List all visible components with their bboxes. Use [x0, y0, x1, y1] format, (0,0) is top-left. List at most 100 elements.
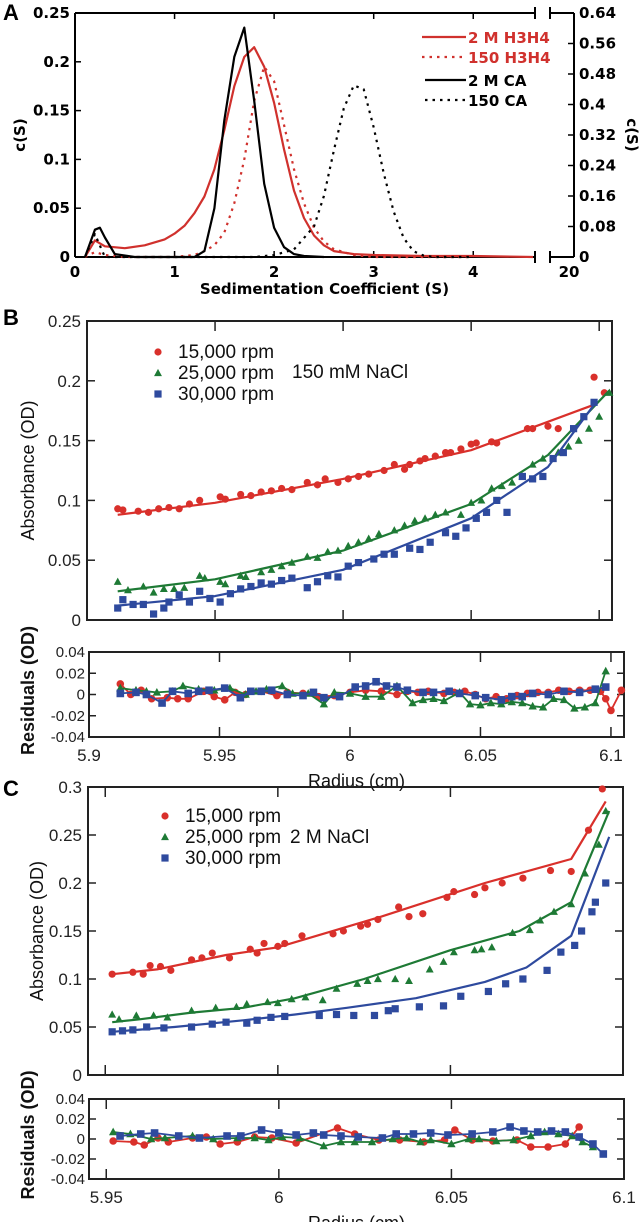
y-tick-label-right: 0.16 [579, 187, 616, 205]
data-point [185, 500, 194, 508]
data-point [482, 508, 491, 516]
y-tick-label: -0.04 [51, 1171, 85, 1188]
data-point [187, 1006, 196, 1014]
data-point [149, 1011, 158, 1019]
data-point [287, 558, 296, 566]
y-tick-label: 0.1 [43, 150, 70, 168]
legend-marker [161, 854, 169, 862]
data-point [564, 442, 573, 450]
residual-point [408, 698, 417, 707]
data-point [196, 496, 204, 504]
y-axis-label: c(S) [11, 118, 29, 151]
y-tick-label: 0.3 [58, 778, 82, 797]
data-point [187, 956, 196, 964]
residual-point [361, 682, 370, 690]
residual-point [403, 686, 412, 695]
residual-point [561, 1140, 570, 1148]
data-point [226, 590, 235, 598]
data-point [321, 475, 329, 483]
data-point [225, 954, 234, 962]
data-point [447, 448, 455, 457]
series-line-3 [83, 84, 474, 259]
y-tick-label: 0.25 [48, 312, 81, 331]
data-point [539, 472, 547, 481]
data-point [260, 939, 268, 948]
fit-line-1 [112, 810, 611, 1024]
residual-point [419, 688, 427, 697]
y-tick-label-right: 0.32 [579, 126, 616, 144]
residual-point [464, 1134, 473, 1143]
residual-point [589, 1140, 597, 1148]
data-point [108, 1028, 116, 1036]
residual-point [320, 693, 328, 702]
data-point [187, 1023, 196, 1031]
residual-point [275, 1129, 283, 1137]
y-axis-label-right: c(S) [623, 118, 640, 151]
residual-point [142, 690, 151, 699]
y-tick-label: 0.02 [56, 1111, 85, 1128]
condition-annotation: 2 M NaCl [290, 827, 369, 848]
residual-point [578, 1137, 587, 1146]
data-point [236, 571, 245, 579]
data-point [584, 424, 593, 432]
data-point [450, 888, 458, 896]
residual-point [526, 1131, 535, 1140]
data-point [160, 1024, 168, 1032]
y-tick-label: 0 [72, 611, 81, 630]
data-point [419, 910, 427, 918]
y-axis-label: Absorbance (OD) [27, 861, 47, 1001]
data-point [134, 507, 142, 515]
panel-letter-b: B [3, 305, 19, 330]
residual-point [336, 1137, 346, 1146]
data-point [195, 571, 204, 579]
y-tick-label: 0.15 [49, 922, 82, 941]
data-point [263, 997, 272, 1006]
data-point [281, 939, 289, 948]
data-point [247, 582, 255, 591]
series-line-0 [84, 46, 534, 259]
x-tick-label: 1 [169, 263, 179, 281]
legend-label: 30,000 rpm [185, 848, 281, 869]
data-point [149, 610, 158, 618]
data-point [384, 1007, 392, 1015]
data-point [577, 927, 586, 935]
x-tick-label: 20 [559, 263, 580, 281]
data-point [584, 826, 593, 834]
data-point [200, 574, 209, 582]
residual-point [333, 1124, 342, 1132]
residual-point [220, 684, 229, 692]
y-axis-label: Residuals (OD) [18, 626, 38, 755]
data-point [406, 460, 414, 469]
residual-point [277, 681, 287, 690]
data-point [222, 1018, 230, 1026]
data-point [536, 916, 545, 924]
data-point [567, 867, 575, 876]
x-tick-label: 0 [70, 263, 80, 281]
x-tick-label: 3 [368, 263, 378, 281]
residual-point [520, 1127, 528, 1135]
residual-point [591, 685, 600, 693]
y-tick-label: 0.1 [58, 970, 82, 989]
data-point [334, 573, 342, 581]
data-point [149, 588, 158, 596]
residual-point [168, 687, 177, 696]
data-point [449, 947, 458, 956]
data-point [246, 945, 254, 953]
x-tick-label: 6.05 [464, 746, 497, 765]
data-point [124, 585, 132, 594]
data-point [108, 1010, 117, 1018]
residual-point [257, 1126, 266, 1134]
panel-c-residuals: -0.04 -0.02 0 0.02 0.04 5.95 6 6.05 6.1 Radius (c… [18, 1070, 636, 1222]
y-tick-label: 0.05 [33, 199, 70, 217]
residual-point [527, 1143, 535, 1151]
data-point [221, 579, 230, 588]
data-point [487, 943, 496, 951]
data-point [493, 439, 501, 447]
data-point [374, 529, 383, 537]
data-point [457, 445, 465, 453]
panel-letter-a: A [3, 0, 19, 25]
legend-marker [154, 368, 162, 377]
residual-point [492, 1136, 501, 1145]
data-point [278, 576, 286, 585]
